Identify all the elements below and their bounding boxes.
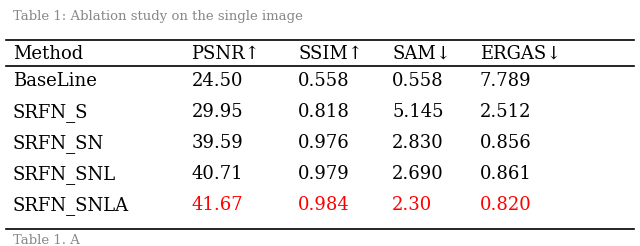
Text: 2.512: 2.512: [480, 103, 531, 121]
Text: SAM↓: SAM↓: [392, 45, 451, 63]
Text: 0.558: 0.558: [298, 72, 349, 90]
Text: 5.145: 5.145: [392, 103, 444, 121]
Text: PSNR↑: PSNR↑: [191, 45, 260, 63]
Text: Table 1: Ablation study on the single image: Table 1: Ablation study on the single im…: [13, 10, 303, 23]
Text: 0.861: 0.861: [480, 165, 532, 183]
Text: 0.856: 0.856: [480, 134, 532, 152]
Text: 2.690: 2.690: [392, 165, 444, 183]
Text: 0.976: 0.976: [298, 134, 350, 152]
Text: 41.67: 41.67: [191, 196, 243, 214]
Text: 29.95: 29.95: [191, 103, 243, 121]
Text: 24.50: 24.50: [191, 72, 243, 90]
Text: SSIM↑: SSIM↑: [298, 45, 363, 63]
Text: 0.984: 0.984: [298, 196, 350, 214]
Text: 39.59: 39.59: [191, 134, 243, 152]
Text: Table 1. A: Table 1. A: [13, 234, 79, 246]
Text: BaseLine: BaseLine: [13, 72, 97, 90]
Text: ERGAS↓: ERGAS↓: [480, 45, 561, 63]
Text: 0.558: 0.558: [392, 72, 444, 90]
Text: 0.818: 0.818: [298, 103, 350, 121]
Text: SRFN_SN: SRFN_SN: [13, 134, 104, 153]
Text: 7.789: 7.789: [480, 72, 532, 90]
Text: 2.830: 2.830: [392, 134, 444, 152]
Text: SRFN_SNL: SRFN_SNL: [13, 165, 116, 184]
Text: Method: Method: [13, 45, 83, 63]
Text: 0.979: 0.979: [298, 165, 350, 183]
Text: 0.820: 0.820: [480, 196, 532, 214]
Text: 40.71: 40.71: [191, 165, 243, 183]
Text: 2.30: 2.30: [392, 196, 433, 214]
Text: SRFN_S: SRFN_S: [13, 103, 88, 122]
Text: SRFN_SNLA: SRFN_SNLA: [13, 196, 129, 215]
